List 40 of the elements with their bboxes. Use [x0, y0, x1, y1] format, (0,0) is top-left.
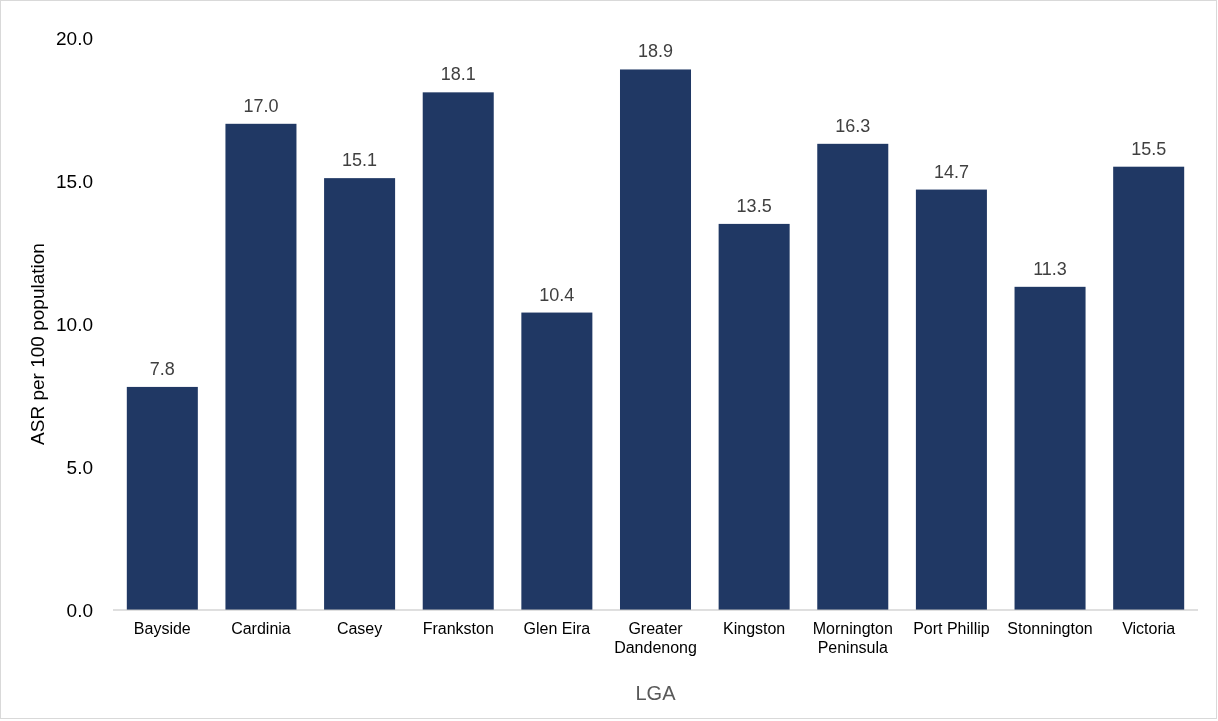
bar: [126, 386, 198, 610]
data-label: 17.0: [243, 95, 279, 116]
y-tick-label: 20.0: [56, 27, 93, 49]
x-tick-label: Mornington Peninsula: [812, 620, 893, 656]
x-tick-label: Greater Dandenong: [614, 620, 697, 656]
bar: [521, 312, 593, 610]
data-label: 14.7: [933, 161, 969, 182]
bar: [422, 92, 494, 610]
x-axis-title: LGA: [635, 682, 677, 704]
data-label: 13.5: [736, 195, 772, 216]
y-tick-label: 15.0: [56, 170, 93, 192]
y-tick-label: 5.0: [66, 456, 93, 478]
bar: [324, 178, 396, 610]
x-tick-label: Victoria: [1122, 620, 1176, 637]
data-label: 7.8: [149, 358, 175, 379]
data-label: 18.9: [637, 41, 674, 62]
bar: [225, 123, 297, 610]
bar: [817, 143, 889, 610]
y-tick-label: 0.0: [66, 599, 93, 621]
data-label: 11.3: [1033, 258, 1067, 279]
x-tick-label: Cardinia: [231, 620, 291, 637]
x-tick-label: Bayside: [133, 620, 191, 637]
x-tick-label: Glen Eira: [523, 620, 591, 637]
bar: [619, 69, 692, 610]
x-tick-label: Frankston: [422, 620, 494, 637]
x-tick-label: Stonnington: [1007, 620, 1093, 637]
bar: [1014, 286, 1086, 610]
data-label: 15.1: [342, 150, 378, 171]
data-label: 16.3: [835, 115, 871, 136]
y-axis-title: ASR per 100 population: [27, 243, 48, 445]
y-tick-label: 10.0: [56, 313, 93, 335]
bar: [718, 223, 790, 610]
x-tick-label: Kingston: [723, 620, 786, 637]
data-label: 10.4: [539, 284, 575, 305]
data-label: 15.5: [1131, 138, 1167, 159]
x-tick-label: Port Phillip: [913, 620, 990, 637]
bar: [915, 189, 987, 610]
data-label: 18.1: [440, 64, 476, 85]
x-tick-label: Casey: [336, 620, 383, 637]
bar: [1113, 166, 1185, 610]
